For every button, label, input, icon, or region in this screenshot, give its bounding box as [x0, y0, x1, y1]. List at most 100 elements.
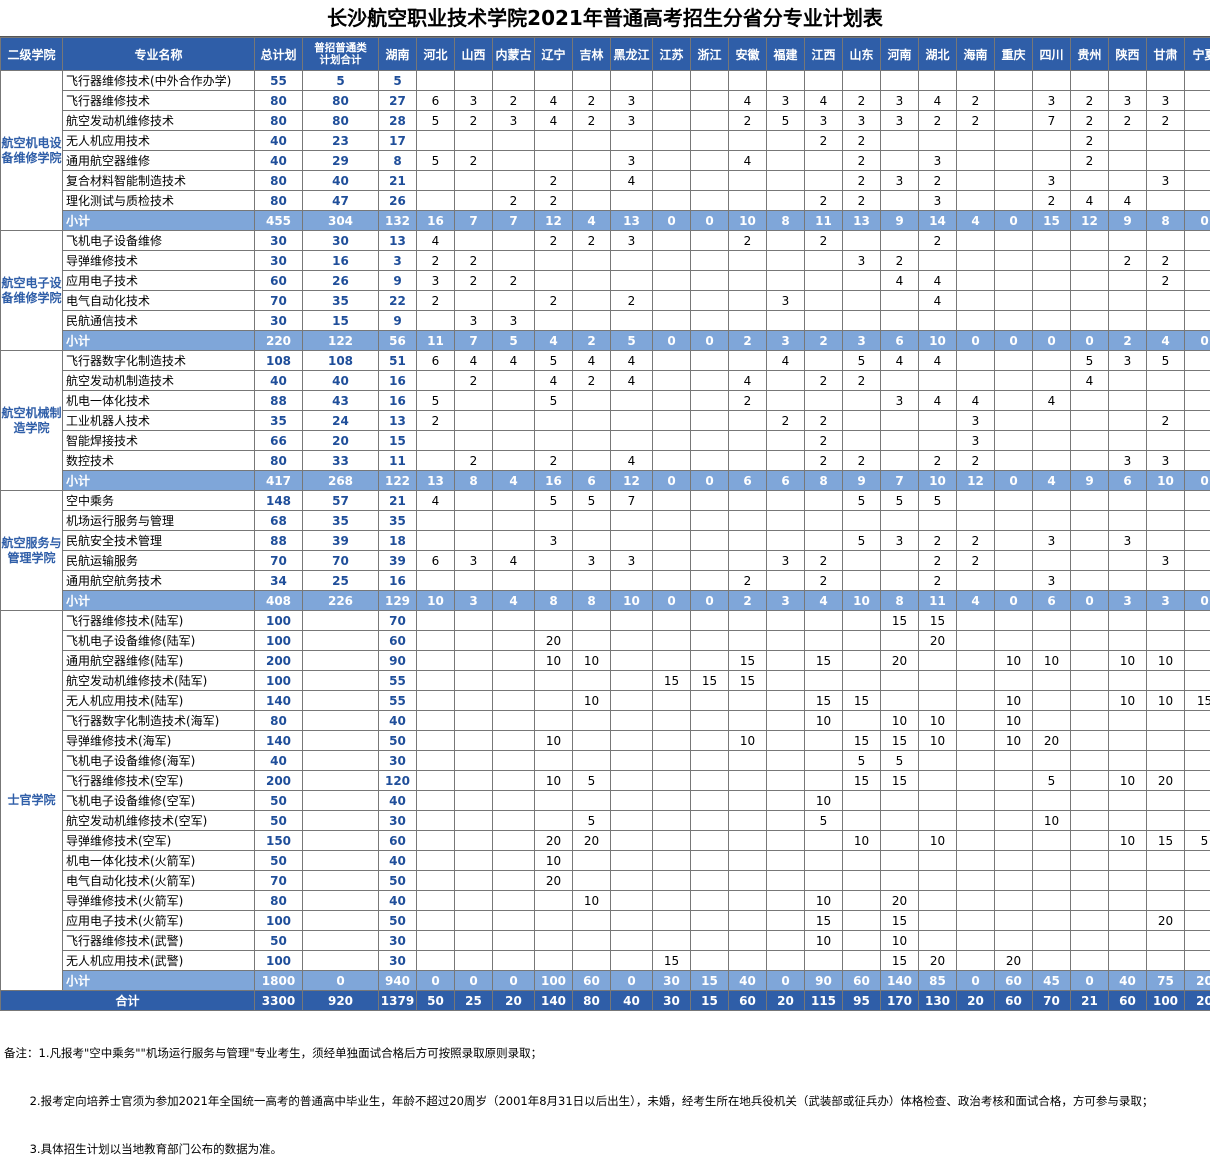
- table-cell: 140: [255, 731, 303, 751]
- subtotal-cell: 0: [653, 211, 691, 231]
- subtotal-cell: 40: [729, 971, 767, 991]
- table-cell: 30: [303, 231, 379, 251]
- table-cell: [843, 871, 881, 891]
- table-cell: [455, 511, 493, 531]
- table-cell: [995, 931, 1033, 951]
- table-cell: 4: [455, 351, 493, 371]
- table-cell: [1147, 511, 1185, 531]
- table-cell: [417, 611, 455, 631]
- table-cell: [995, 191, 1033, 211]
- column-header: 甘肃: [1147, 38, 1185, 71]
- table-cell: [957, 251, 995, 271]
- table-cell: [691, 851, 729, 871]
- table-cell: [957, 951, 995, 971]
- table-cell: [493, 171, 535, 191]
- table-cell: [1185, 351, 1210, 371]
- subtotal-cell: 9: [843, 471, 881, 491]
- table-cell: 2: [417, 291, 455, 311]
- table-cell: [729, 251, 767, 271]
- column-header: 河南: [881, 38, 919, 71]
- table-cell: 88: [255, 531, 303, 551]
- table-cell: 70: [379, 611, 417, 631]
- table-cell: 7: [1033, 111, 1071, 131]
- table-cell: 15: [843, 691, 881, 711]
- table-cell: [957, 751, 995, 771]
- table-cell: 24: [303, 411, 379, 431]
- table-cell: [455, 571, 493, 591]
- table-cell: 50: [255, 811, 303, 831]
- table-cell: [957, 891, 995, 911]
- table-cell: [767, 391, 805, 411]
- table-cell: 10: [995, 711, 1033, 731]
- table-cell: [611, 191, 653, 211]
- table-cell: [767, 131, 805, 151]
- subtotal-cell: 90: [805, 971, 843, 991]
- table-cell: [957, 771, 995, 791]
- table-cell: 3: [611, 91, 653, 111]
- table-cell: [455, 851, 493, 871]
- table-cell: [455, 931, 493, 951]
- subtotal-cell: 9: [1071, 471, 1109, 491]
- table-cell: [417, 511, 455, 531]
- table-cell: [729, 271, 767, 291]
- table-cell: 50: [379, 911, 417, 931]
- table-cell: [653, 71, 691, 91]
- table-cell: [535, 671, 573, 691]
- table-cell: [805, 291, 843, 311]
- table-cell: 5: [417, 391, 455, 411]
- subtotal-cell: 0: [303, 971, 379, 991]
- table-cell: [653, 791, 691, 811]
- table-cell: [691, 151, 729, 171]
- table-cell: 5: [535, 351, 573, 371]
- table-cell: 10: [995, 731, 1033, 751]
- table-cell: [767, 611, 805, 631]
- table-cell: [1185, 111, 1210, 131]
- table-cell: 2: [843, 191, 881, 211]
- table-cell: [729, 811, 767, 831]
- table-cell: 3: [493, 311, 535, 331]
- subtotal-cell: 0: [957, 331, 995, 351]
- table-header-row: 二级学院专业名称总计划普招普通类 计划合计湖南河北山西内蒙古辽宁吉林黑龙江江苏浙…: [1, 38, 1210, 71]
- major-name: 导弹维修技术(火箭军): [63, 891, 255, 911]
- subtotal-cell: 10: [919, 331, 957, 351]
- table-cell: [535, 151, 573, 171]
- table-cell: [611, 951, 653, 971]
- table-cell: 20: [303, 431, 379, 451]
- table-cell: [493, 231, 535, 251]
- table-cell: [1109, 871, 1147, 891]
- subtotal-cell: 10: [611, 591, 653, 611]
- table-cell: [843, 271, 881, 291]
- subtotal-cell: 9: [881, 211, 919, 231]
- table-cell: [995, 891, 1033, 911]
- table-cell: 3: [1033, 531, 1071, 551]
- table-cell: 2: [957, 531, 995, 551]
- table-cell: [611, 811, 653, 831]
- table-cell: [919, 811, 957, 831]
- table-cell: 30: [255, 251, 303, 271]
- table-cell: 3: [1109, 351, 1147, 371]
- table-cell: 5: [881, 491, 919, 511]
- major-name: 航空发动机维修技术(空军): [63, 811, 255, 831]
- table-cell: [995, 671, 1033, 691]
- table-cell: [417, 711, 455, 731]
- table-cell: [1033, 411, 1071, 431]
- table-cell: 70: [255, 291, 303, 311]
- table-cell: [535, 611, 573, 631]
- table-cell: 2: [843, 91, 881, 111]
- subtotal-cell: 2: [729, 591, 767, 611]
- table-cell: [535, 251, 573, 271]
- table-cell: 4: [535, 91, 573, 111]
- table-cell: [1185, 911, 1210, 931]
- subtotal-cell: 0: [653, 331, 691, 351]
- table-cell: [611, 711, 653, 731]
- table-cell: 3: [881, 531, 919, 551]
- table-cell: 3: [957, 431, 995, 451]
- table-cell: [729, 71, 767, 91]
- table-cell: [919, 931, 957, 951]
- table-cell: [1071, 491, 1109, 511]
- table-cell: [995, 251, 1033, 271]
- college-name: 航空机电设备维修学院: [1, 71, 63, 231]
